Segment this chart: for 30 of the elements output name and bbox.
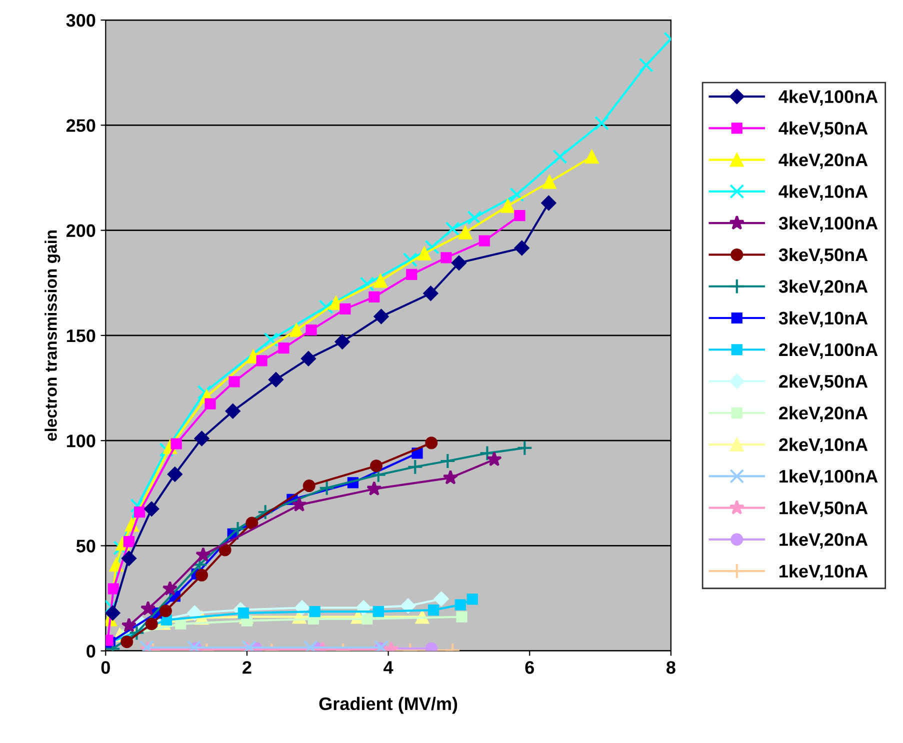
legend-label: 3keV,100nA (778, 216, 878, 232)
legend-label: 2keV,50nA (779, 374, 868, 390)
legend-label: 3keV,10nA (778, 311, 868, 328)
y-tick-label: 200 (66, 224, 96, 238)
legend-label: 2keV,20nA (779, 406, 868, 422)
legend-label: 4keV,20nA (778, 153, 868, 169)
x-tick-label: 2 (242, 661, 252, 674)
y-axis-title: electron transmission gain (44, 230, 60, 441)
y-tick-label: 300 (66, 14, 96, 27)
x-tick-label: 4 (384, 661, 394, 674)
x-axis-title: Gradient (MV/m) (319, 696, 458, 714)
legend-label: 2keV,10nA (779, 438, 868, 454)
y-tick-label: 250 (66, 119, 96, 132)
legend-label: 4keV,10nA (778, 184, 868, 201)
y-tick-label: 0 (86, 644, 96, 658)
legend-label: 1keV,50nA (780, 501, 868, 517)
x-tick-label: 8 (666, 661, 676, 674)
y-tick-label: 100 (66, 434, 96, 448)
x-tick-label: 6 (525, 661, 534, 674)
legend-label: 3keV,20nA (778, 280, 868, 296)
legend-label: 2keV,100nA (779, 342, 878, 359)
legend-label: 1keV,100nA (780, 469, 878, 486)
y-tick-label: 50 (76, 540, 96, 552)
x-tick-label: 0 (101, 661, 110, 674)
legend-label: 4keV,100nA (778, 90, 878, 106)
legend-label: 4keV,50nA (778, 121, 868, 138)
y-tick-label: 150 (66, 329, 96, 342)
legend-label: 1keV,20nA (780, 532, 868, 549)
legend-label: 3keV,50nA (778, 248, 868, 264)
legend-label: 1keV,10nA (780, 564, 868, 580)
